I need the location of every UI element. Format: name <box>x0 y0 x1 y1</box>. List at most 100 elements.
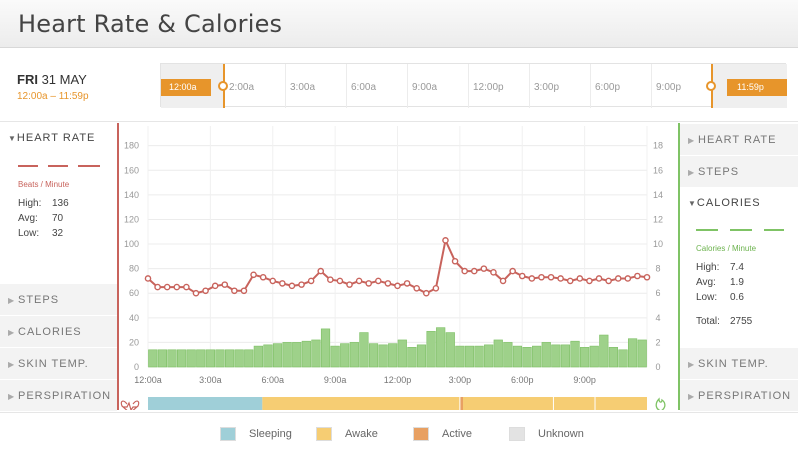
calories-bar <box>484 344 494 368</box>
left-tick-label: 120 <box>124 214 139 224</box>
heart-rate-point <box>240 287 248 295</box>
right-item-perspiration[interactable]: ▶ PERSPIRATION <box>680 379 798 411</box>
timeline-label: 9:00a <box>412 82 438 93</box>
caret-right-icon: ▶ <box>8 360 16 369</box>
right-tick-label: 0 <box>655 362 660 372</box>
caret-down-icon: ▼ <box>688 199 697 208</box>
activity-band-segment <box>462 397 647 410</box>
x-tick-label: 6:00a <box>261 375 284 385</box>
calories-bar <box>196 349 206 368</box>
sidebar-item-perspiration[interactable]: ▶ PERSPIRATION <box>0 379 117 411</box>
right-tick-label: 14 <box>653 190 663 200</box>
activity-band-segment <box>262 397 460 410</box>
calories-bar <box>340 343 350 368</box>
right-tick-label: 8 <box>655 264 660 274</box>
calories-bar <box>272 343 283 368</box>
heart-rate-point <box>250 271 257 279</box>
calories-bar <box>282 342 292 368</box>
calories-title[interactable]: ▼CALORIES <box>688 197 761 209</box>
right-item-steps[interactable]: ▶ STEPS <box>680 155 798 187</box>
timeline-tick <box>651 64 652 108</box>
calories-bar <box>176 349 187 368</box>
heart-rate-point <box>634 272 641 280</box>
heart-rate-point <box>259 273 267 281</box>
right-item-heart-rate[interactable]: ▶ HEART RATE <box>680 123 798 155</box>
calories-bar <box>397 339 407 368</box>
heart-stat-high: High: 136 <box>18 198 69 209</box>
right-item-skin-temp[interactable]: ▶ SKIN TEMP. <box>680 347 798 379</box>
x-tick-label: 3:00p <box>449 375 472 385</box>
legend-swatch-sleeping <box>220 427 236 441</box>
caret-right-icon: ▶ <box>8 328 16 337</box>
calories-bar <box>512 345 523 368</box>
heart-rate-point <box>202 287 209 295</box>
x-tick-label: 12:00p <box>384 375 412 385</box>
heart-rate-point <box>192 289 200 297</box>
time-range-selector[interactable]: 9:00p 6:00p 3:00p 12:00p 9:00a 6:00a 3:00a 2:00… <box>160 63 787 108</box>
heart-rate-point <box>461 267 468 275</box>
calories-bar <box>407 347 417 368</box>
calories-bar <box>378 344 388 368</box>
start-time-handle[interactable]: 12:00a <box>161 79 211 96</box>
left-tick-label: 140 <box>124 190 139 200</box>
calories-bar <box>560 344 571 368</box>
heart-rate-point <box>231 287 238 295</box>
right-tick-label: 16 <box>653 165 663 175</box>
x-tick-label: 9:00a <box>324 375 347 385</box>
calories-section-active[interactable]: ▼CALORIES Calories / Minute High: 7.4 Avg… <box>680 187 798 347</box>
page-header: Heart Rate & Calories <box>0 0 798 48</box>
sidebar-item-steps[interactable]: ▶ STEPS <box>0 283 117 315</box>
timeline-tick <box>346 64 347 108</box>
end-handle-knob[interactable] <box>706 81 716 91</box>
calories-bar <box>148 349 158 368</box>
right-tick-label: 6 <box>655 288 660 298</box>
timeline-label: 3:00p <box>534 82 560 93</box>
heart-rate-section-active[interactable]: ▼HEART RATE Beats / Minute High: 136 Avg:… <box>0 123 117 283</box>
heart-rate-point <box>442 237 449 244</box>
heart-rate-point <box>394 282 401 290</box>
calories-bar <box>388 343 398 368</box>
heart-rate-point <box>144 275 152 282</box>
calories-bar <box>253 345 263 368</box>
time-range: 12:00a – 11:59p <box>17 91 89 102</box>
calories-bar <box>215 349 225 368</box>
timeline-label: 12:00p <box>473 82 504 93</box>
calories-bar <box>368 343 379 368</box>
heart-rate-point <box>211 282 219 290</box>
heart-rate-title[interactable]: ▼HEART RATE <box>0 123 117 153</box>
heart-rate-point <box>547 273 555 281</box>
heart-rate-point <box>413 285 420 292</box>
left-tick-label: 100 <box>124 239 139 249</box>
calories-bar <box>359 332 369 368</box>
heart-rate-point <box>346 281 353 288</box>
caret-right-icon: ▶ <box>688 360 696 369</box>
chart-area: 0 0 20 2 40 4 60 6 80 8 100 10 120 12 140 14 160 16 180 18 1… <box>109 123 687 414</box>
calories-stat-low: Low: 0.6 <box>696 292 744 303</box>
heart-rate-point <box>557 275 564 282</box>
caret-right-icon: ▶ <box>688 136 696 145</box>
caret-right-icon: ▶ <box>688 168 696 177</box>
heart-stat-avg: Avg: 70 <box>18 213 64 224</box>
calories-bar <box>186 349 196 368</box>
calories-bar <box>301 340 311 368</box>
start-handle-knob[interactable] <box>218 81 228 91</box>
page-title: Heart Rate & Calories <box>18 10 283 38</box>
heart-rate-point <box>643 273 651 281</box>
heart-unit: Beats / Minute <box>18 180 70 189</box>
heart-rate-point <box>183 283 190 291</box>
heart-rate-point <box>490 269 497 276</box>
heart-rate-point <box>336 277 344 285</box>
heart-rate-label: HEART RATE <box>16 132 96 144</box>
sidebar-item-calories[interactable]: ▶ CALORIES <box>0 315 117 347</box>
heart-rate-point <box>422 289 430 297</box>
heart-rate-point <box>451 257 459 265</box>
calories-bar <box>570 340 580 368</box>
heart-rate-point <box>298 281 305 288</box>
heart-dash-3 <box>78 165 100 167</box>
date-bar: FRI 31 MAY 12:00a – 11:59p 9:00p 6:00p 3:0… <box>0 49 798 122</box>
legend-swatch-unknown <box>509 427 525 441</box>
end-time-handle[interactable]: 11:59p <box>727 79 787 96</box>
sidebar-item-skin-temp[interactable]: ▶ SKIN TEMP. <box>0 347 117 379</box>
heart-rate-point <box>307 277 315 285</box>
timeline-tick <box>285 64 286 108</box>
